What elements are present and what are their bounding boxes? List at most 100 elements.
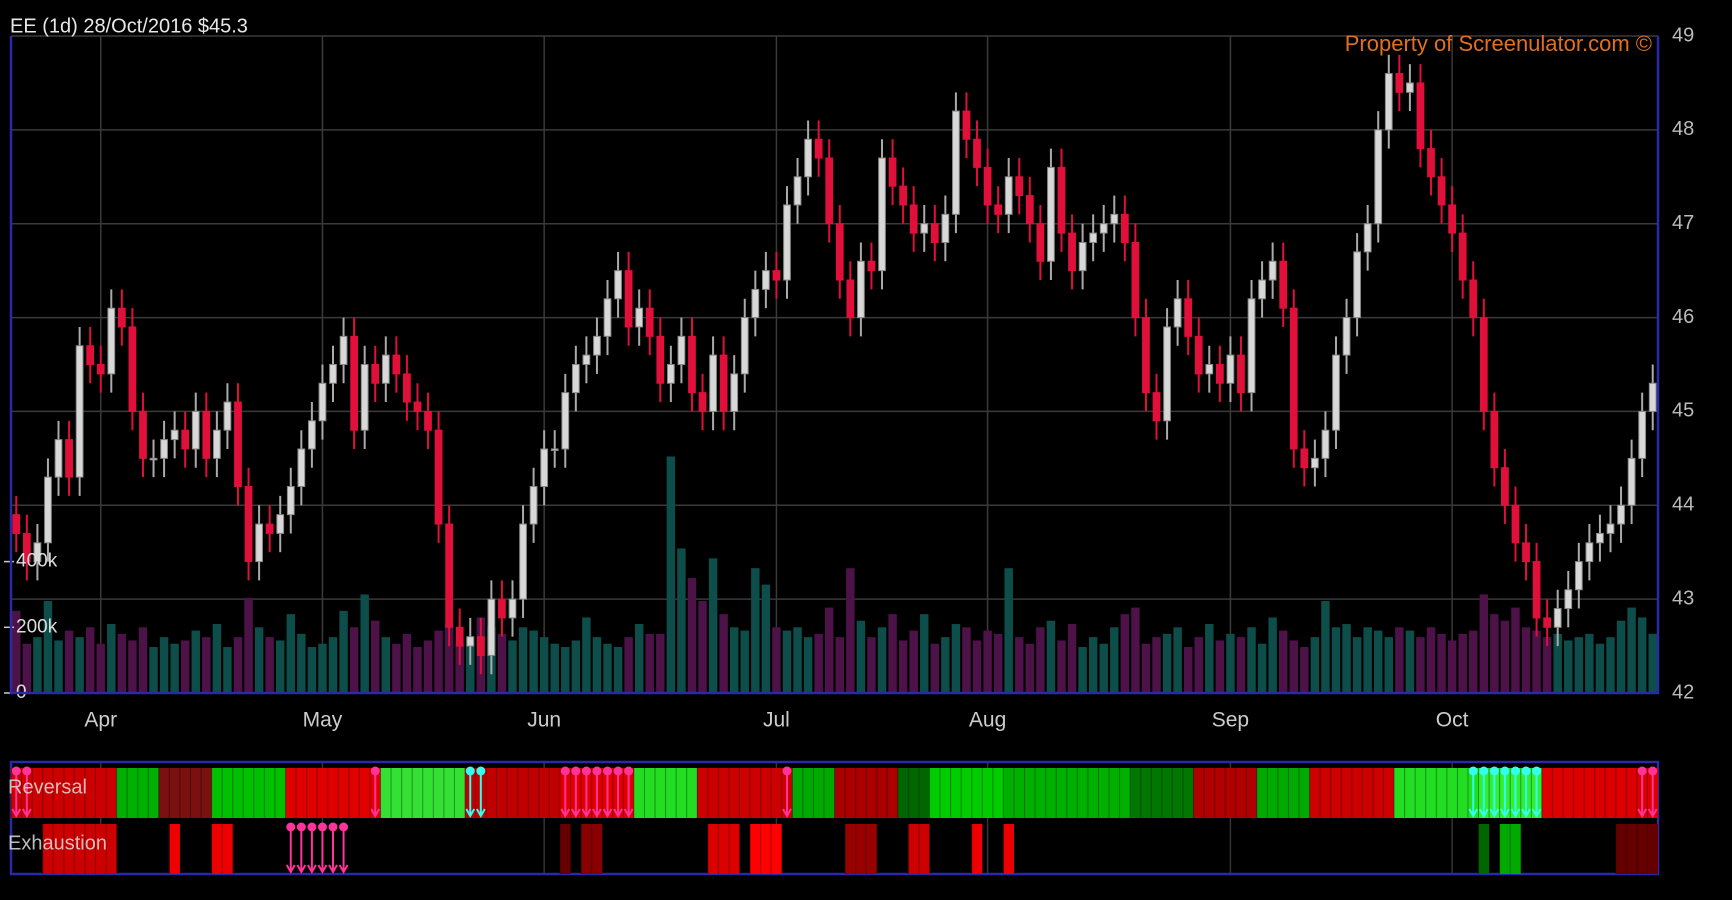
candle-body (1384, 73, 1393, 131)
volume-bar (561, 647, 570, 693)
candle-body (1395, 73, 1404, 93)
candle-body (1215, 364, 1224, 384)
volume-bar (1152, 637, 1161, 693)
x-tick-label: May (303, 709, 343, 732)
candle-body (223, 401, 232, 431)
signal-arrow (581, 808, 592, 819)
candle-body (571, 364, 580, 394)
y-tick-label: 45 (1672, 400, 1694, 422)
volume-bar (877, 627, 887, 693)
indicator-signal (338, 822, 349, 875)
candle-body (688, 335, 696, 394)
candle-body (593, 335, 601, 356)
candle-body (1205, 364, 1214, 375)
candle-body (624, 270, 633, 328)
x-tick-label: Sep (1212, 709, 1249, 732)
volume-bar (265, 637, 274, 693)
volume-bar (1648, 633, 1657, 693)
volume-bar (1215, 640, 1225, 693)
volume-bar (254, 627, 264, 693)
candle-body (1226, 354, 1235, 384)
indicator-name: Reversal (8, 776, 87, 798)
indicator-signal (296, 822, 307, 875)
candle-body (1627, 457, 1636, 506)
indicator-signal (328, 822, 338, 875)
candle-body (783, 204, 791, 281)
volume-bar (1405, 630, 1415, 693)
volume-bar (455, 643, 464, 693)
volume-bar (107, 624, 116, 693)
candle-body (709, 354, 717, 412)
volume-bar (1585, 633, 1594, 693)
volume-bar (729, 627, 739, 693)
indicator-signal (1637, 766, 1648, 819)
volume-bar (180, 640, 190, 693)
candle-body (857, 260, 865, 319)
candle-body (519, 523, 527, 600)
y-tick-label: 46 (1672, 306, 1694, 328)
candle-body (920, 223, 929, 234)
volume-bar (1205, 624, 1214, 693)
volume-bar (223, 647, 232, 693)
volume-bar (466, 637, 475, 693)
candle-body (1458, 232, 1467, 281)
candle-body (318, 382, 327, 422)
candle-body (1574, 561, 1583, 591)
candle-body (308, 420, 316, 450)
candle-body (1469, 279, 1478, 319)
signal-arrow (602, 808, 613, 819)
volume-bar (1574, 637, 1584, 693)
volume-bar (1247, 627, 1256, 693)
candle-body (1047, 166, 1055, 262)
candle-body (1342, 317, 1351, 356)
volume-bar (1331, 627, 1341, 693)
candle-body (381, 354, 390, 384)
candle-body (804, 138, 812, 178)
volume-bar (1447, 640, 1457, 693)
candle-body (498, 598, 506, 619)
volume-bar (1194, 637, 1203, 693)
volume-bar (1057, 640, 1066, 693)
volume-bar (286, 614, 296, 693)
candle-body (1363, 223, 1372, 253)
volume-bar (529, 630, 538, 693)
candle-body (1237, 354, 1245, 394)
volume-bar (233, 637, 243, 693)
volume-bar (920, 614, 929, 693)
volume-bar (666, 456, 676, 693)
candle-body (719, 354, 728, 412)
volume-bar (677, 548, 686, 693)
candle-body (973, 138, 981, 168)
candle-body (297, 448, 306, 488)
candle-body (1532, 561, 1541, 619)
volume-bar (1511, 607, 1520, 693)
volume-bar (1278, 630, 1288, 693)
volume-bar (867, 637, 876, 693)
signal-arrow (1647, 808, 1658, 819)
volume-bar (1363, 627, 1372, 693)
volume-bar (1226, 633, 1235, 693)
candle-body (1247, 298, 1256, 394)
indicator-signal (1500, 766, 1510, 819)
candle-body (117, 307, 126, 328)
indicator-segment (908, 824, 930, 874)
indicator-segment (1003, 824, 1014, 874)
signal-arrow (1637, 808, 1648, 819)
volume-bar (434, 630, 443, 693)
volume-bar (1110, 627, 1119, 693)
volume-bar (1078, 647, 1087, 693)
volume-bar (1300, 647, 1309, 693)
volume-bar (1004, 568, 1013, 693)
candle-body (403, 373, 411, 403)
signal-arrow (623, 808, 634, 819)
volume-bar (212, 624, 222, 693)
volume-bar (508, 640, 517, 693)
volume-bar (244, 597, 253, 693)
volume-bar (85, 627, 95, 693)
volume-bar (43, 601, 53, 693)
volume-bar (972, 640, 982, 693)
volume-bar (613, 647, 623, 693)
candle-body (1268, 260, 1277, 281)
volume-bar (1437, 633, 1446, 693)
volume-bar (909, 630, 918, 693)
